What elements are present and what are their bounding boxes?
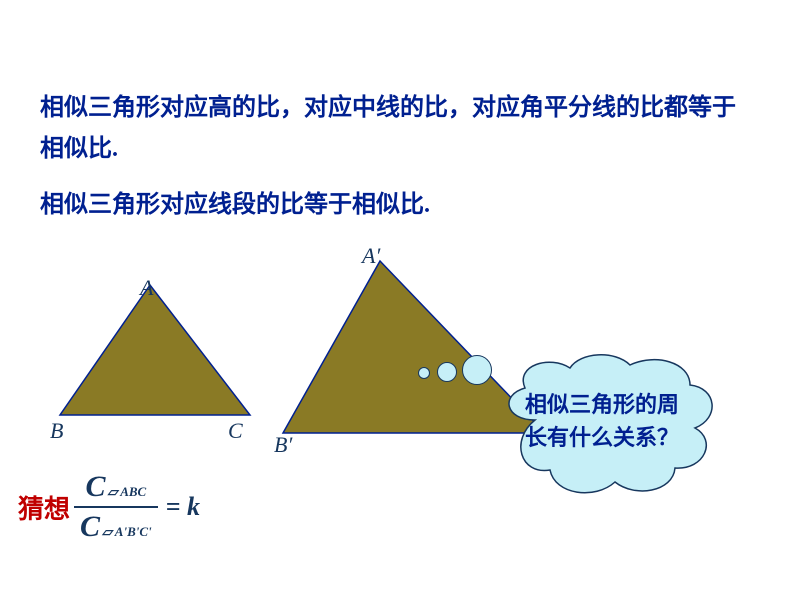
fraction-denominator: C ▱ A'B'C' (74, 508, 158, 546)
fraction: C ▱ ABC C ▱ A'B'C' (74, 468, 158, 546)
equals-k: = k (166, 492, 200, 522)
vertex-c: C (228, 418, 243, 444)
bubble-3 (462, 355, 492, 385)
vertex-b: B (50, 418, 63, 444)
bubble-1 (418, 367, 430, 379)
vertex-a-prime: A′ (362, 243, 380, 269)
bubble-2 (437, 362, 457, 382)
thought-cloud: 相似三角形的周长有什么关系？ (495, 350, 725, 515)
theorem-line-1: 相似三角形对应高的比，对应中线的比，对应角平分线的比都等于相似比. (40, 88, 740, 170)
theorem-line-2: 相似三角形对应线段的比等于相似比. (40, 185, 430, 226)
formula: 猜想 C ▱ ABC C ▱ A'B'C' = k (18, 468, 200, 546)
guess-label: 猜想 (18, 489, 70, 526)
triangle-small-shape (60, 285, 250, 415)
vertex-b-prime: B′ (274, 432, 292, 458)
cloud-question: 相似三角形的周长有什么关系？ (525, 388, 685, 454)
vertex-a: A (140, 275, 153, 301)
fraction-numerator: C ▱ ABC (79, 468, 152, 506)
triangle-small (55, 280, 255, 430)
